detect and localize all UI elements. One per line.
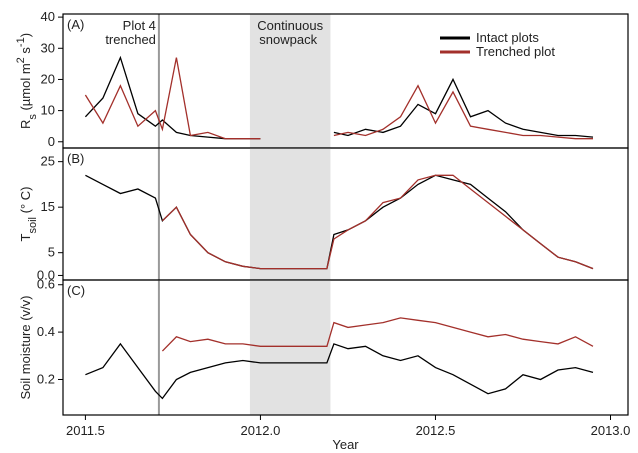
panel-frame <box>62 279 629 416</box>
y-label-part: 2 <box>15 57 27 63</box>
y-label-part: -1 <box>15 37 27 47</box>
panel-label: (A) <box>67 17 84 32</box>
snowpack-shade <box>249 280 331 415</box>
x-tick-label: 2012.0 <box>241 423 281 438</box>
y-tick-label: 15 <box>41 199 55 214</box>
shade-label: snowpack <box>259 32 317 47</box>
y-tick-label: 10 <box>41 103 55 118</box>
series-line <box>85 342 594 400</box>
series-line <box>84 57 593 140</box>
y-tick-label: 5 <box>48 245 55 260</box>
y-label-part: (µmol m <box>18 63 33 114</box>
y-label-part: T <box>18 233 33 241</box>
panel-frame <box>62 147 629 281</box>
series-line <box>85 174 594 270</box>
y-axis-label: Rs (µmol m2 s-1) <box>15 33 39 129</box>
y-tick-label: 30 <box>41 40 55 55</box>
trench-label: Plot 4 <box>123 18 156 33</box>
y-tick-label: 0.6 <box>37 277 55 292</box>
legend-label: Intact plots <box>476 30 539 45</box>
y-label-part: soil <box>27 217 39 234</box>
y-tick-label: 40 <box>41 9 55 24</box>
y-label-part: Soil moisture (v/v) <box>18 295 33 399</box>
y-tick-label: 0 <box>48 134 55 149</box>
y-label-part: s <box>27 114 39 120</box>
panel-label: (B) <box>67 151 84 166</box>
x-tick-label: 2012.5 <box>416 423 456 438</box>
y-tick-label: 25 <box>41 154 55 169</box>
panel-label: (C) <box>67 283 85 298</box>
y-label-part: ) <box>18 33 33 37</box>
x-axis-label: Year <box>332 437 359 452</box>
x-tick-label: 2013.0 <box>591 423 631 438</box>
y-axis-label: Soil moisture (v/v) <box>18 295 33 399</box>
y-tick-label: 20 <box>41 71 55 86</box>
y-label-part: R <box>18 120 33 129</box>
y-axis-label: Tsoil (° C) <box>18 187 39 242</box>
snowpack-shade <box>249 14 331 148</box>
y-label-part: s <box>18 47 33 58</box>
series-line <box>161 174 594 270</box>
shade-label: Continuous <box>257 18 323 33</box>
series-line <box>161 317 594 352</box>
snowpack-shade <box>249 148 331 280</box>
x-tick-label: 2011.5 <box>66 423 105 438</box>
legend-label: Trenched plot <box>476 44 555 59</box>
trench-label: trenched <box>105 32 156 47</box>
y-label-part: (° C) <box>18 187 33 217</box>
y-tick-label: 0.0 <box>37 267 55 282</box>
y-tick-label: 0.4 <box>37 324 55 339</box>
y-tick-label: 0.2 <box>37 371 55 386</box>
